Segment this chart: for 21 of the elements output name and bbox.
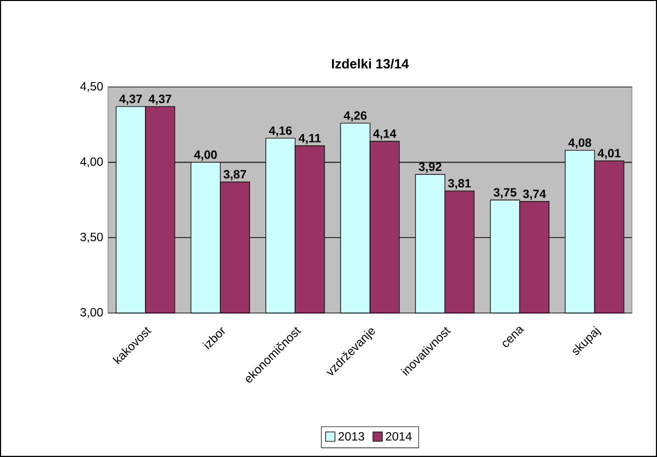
y-tick-label: 4,50 xyxy=(80,82,103,92)
data-label: 3,75 xyxy=(494,188,516,198)
data-label: 3,92 xyxy=(418,162,442,173)
data-label: 4,00 xyxy=(194,150,217,161)
data-label: 4,08 xyxy=(568,138,592,149)
data-label: 4,37 xyxy=(119,94,142,105)
data-label: 3,74 xyxy=(522,190,546,200)
legend-label: 2013 xyxy=(338,432,364,441)
y-tick-label: 3,50 xyxy=(80,232,103,243)
legend-label: 2014 xyxy=(386,432,412,441)
y-tick-label: 4,00 xyxy=(80,157,103,168)
data-label: 4,01 xyxy=(598,148,621,160)
data-label: 4,11 xyxy=(298,134,321,144)
data-label: 3,87 xyxy=(224,170,246,180)
y-tick-label: 3,00 xyxy=(80,308,103,318)
data-label: 4,37 xyxy=(148,94,172,105)
data-label: 4,26 xyxy=(344,111,367,122)
data-label: 3,81 xyxy=(448,179,471,190)
chart-title: Izdelki 13/14 xyxy=(332,58,409,69)
data-label: 4,16 xyxy=(268,126,292,137)
data-label: 4,14 xyxy=(373,129,396,140)
